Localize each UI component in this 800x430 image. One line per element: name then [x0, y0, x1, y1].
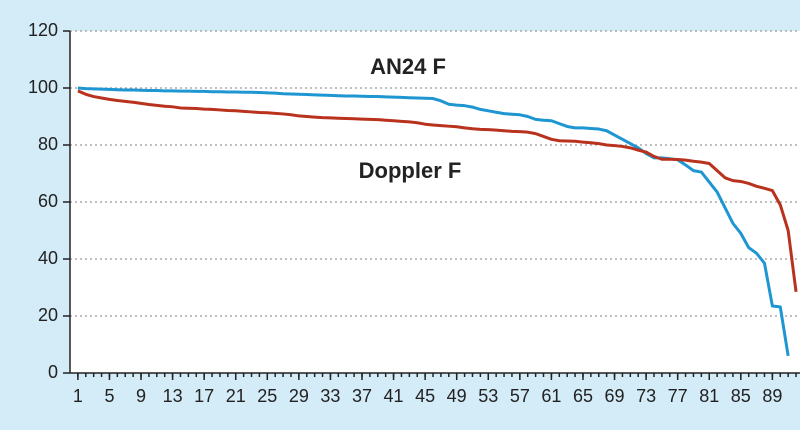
- x-tick-label: 81: [699, 386, 719, 406]
- y-tick-label: 20: [38, 305, 58, 325]
- series-line: [77, 89, 798, 292]
- x-tick-label: 69: [605, 386, 625, 406]
- x-tick-label: 1: [73, 386, 83, 406]
- y-tick-label: 60: [38, 191, 58, 211]
- x-tick-label: 37: [352, 386, 372, 406]
- x-tick-label: 89: [762, 386, 782, 406]
- y-tick-label: 0: [48, 362, 58, 382]
- x-tick-label: 5: [104, 386, 114, 406]
- x-tick-label: 33: [320, 386, 340, 406]
- x-tick-label: 77: [668, 386, 688, 406]
- x-tick-label: 49: [447, 386, 467, 406]
- x-tick-label: 45: [415, 386, 435, 406]
- y-tick-label: 40: [38, 248, 58, 268]
- grid: [70, 30, 800, 317]
- x-tick-label: 25: [257, 386, 277, 406]
- x-tick-label: 65: [573, 386, 593, 406]
- y-tick-label: 100: [28, 77, 58, 97]
- y-tick-label: 80: [38, 134, 58, 154]
- annotation: AN24 F: [370, 54, 446, 79]
- x-tick-label: 13: [163, 386, 183, 406]
- x-tick-label: 61: [541, 386, 561, 406]
- x-tick-label: 53: [478, 386, 498, 406]
- annotation: Doppler F: [359, 158, 462, 183]
- lines: [77, 86, 798, 357]
- axes: 0 20 40 60 80 100 120 1 5 9 13 17 21 25 29 33 37 41 45 49 53…: [28, 20, 800, 406]
- x-tick-label: 85: [731, 386, 751, 406]
- x-tick-label: 57: [510, 386, 530, 406]
- x-tick-label: 17: [194, 386, 214, 406]
- x-tick-label: 73: [636, 386, 656, 406]
- x-tick-label: 21: [226, 386, 246, 406]
- x-tick-label: 41: [384, 386, 404, 406]
- x-tick-label: 29: [289, 386, 309, 406]
- x-tick-label: 9: [136, 386, 146, 406]
- y-tick-label: 120: [28, 20, 58, 40]
